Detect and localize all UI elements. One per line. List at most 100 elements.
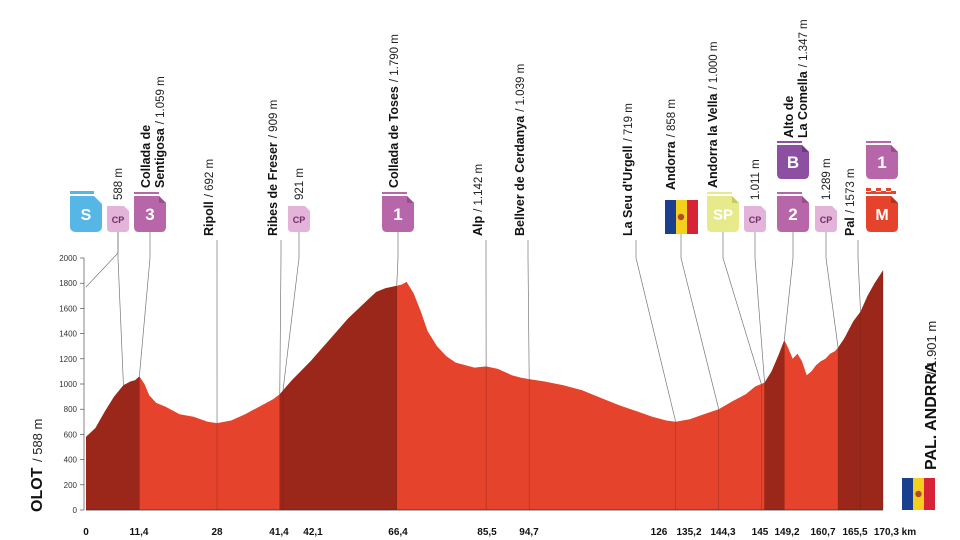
badge-label: 1 (877, 153, 886, 172)
finish-altitude: / 1.901 m (924, 321, 939, 375)
leader-line (396, 232, 399, 286)
climb-category-badge: 1 (382, 192, 414, 232)
sprint-badge: SP (707, 192, 739, 232)
y-tick-label: 1600 (59, 304, 77, 313)
y-tick-label: 1200 (59, 355, 77, 364)
location-label: Pal/ 1573 m (843, 168, 857, 236)
km-label: 41,4 (269, 527, 289, 538)
location-label: Andorra la Vella/ 1.000 m (706, 42, 720, 188)
andorra-flag-finish-icon (902, 478, 935, 510)
badge-label: 1 (393, 205, 402, 224)
km-label: 144,3 (710, 527, 735, 538)
location-label: Alp/ 1.142 m (471, 164, 485, 236)
leader-line (754, 232, 765, 383)
profile-area (86, 270, 884, 511)
badge-label: CP (293, 215, 306, 225)
leader-line (527, 240, 530, 380)
location-label: Bellver de Cerdanya/ 1.039 m (513, 64, 527, 236)
start-finish-labels: OLOT / 588 m PAL. ANDRRA / 1.901 m (29, 321, 940, 512)
climb-segment (86, 376, 140, 510)
km-label: 126 (651, 527, 668, 538)
checkpoint-altitude: 1.011 m (750, 159, 762, 200)
km-label: 42,1 (303, 527, 323, 538)
leader-line (722, 232, 762, 385)
leader-line (825, 232, 839, 348)
km-axis: 0 11,4 28 41,4 42,1 66,4 85,5 94,7 126 135,2 144,3… (83, 527, 916, 538)
y-tick-label: 2000 (59, 254, 77, 263)
location-label: La Seu d'Urgell/ 719 m (621, 103, 635, 236)
km-label: 149,2 (774, 527, 799, 538)
leader-line (117, 232, 124, 386)
coat-of-arms-icon (677, 213, 685, 221)
km-label: 160,7 (810, 527, 835, 538)
climb-category-badge: 3 (134, 192, 166, 232)
badge-label: CP (112, 215, 125, 225)
location-label: Collada de Toses/ 1.790 m (387, 34, 401, 188)
location-label: Alto de (782, 96, 796, 138)
checkpoint-badge: CP (107, 206, 129, 232)
start-name: OLOT (29, 467, 46, 512)
bonus-badge: B (777, 141, 809, 179)
leader-lines (85, 232, 861, 424)
y-tick-label: 0 (73, 506, 78, 515)
y-tick-label: 800 (64, 405, 78, 414)
km-label: 165,5 (842, 527, 867, 538)
leader-line (857, 240, 861, 312)
location-labels: 588 m Collada de Sentigosa/ 1.059 m Ripoll/… (113, 19, 857, 236)
y-tick-label: 1800 (59, 279, 77, 288)
location-label: Collada de (139, 125, 153, 188)
climb-category-badge: 2 (777, 192, 809, 232)
checkpoint-altitude: 921 m (294, 168, 306, 200)
checkpoint-altitude: 1.289 m (821, 158, 833, 200)
badge-label: B (787, 153, 799, 172)
badge-label: 3 (145, 205, 154, 224)
location-label-line2: La Comella/ 1.347 m (796, 19, 810, 138)
finish-badge: M (866, 188, 898, 232)
leader-line (85, 232, 119, 288)
location-label: Ripoll/ 692 m (202, 159, 216, 236)
y-tick-label: 1400 (59, 330, 77, 339)
leader-line (282, 232, 300, 391)
location-label: Andorra/ 858 m (664, 99, 678, 190)
y-tick-label: 200 (64, 481, 78, 490)
checkpoint-altitude: 588 m (113, 168, 125, 200)
badge-label: CP (820, 215, 833, 225)
checkpoint-badge: CP (288, 206, 310, 232)
leader-line (680, 234, 720, 410)
badge-label: 2 (788, 205, 797, 224)
km-label: 85,5 (477, 527, 497, 538)
location-label-line2: Sentigosa/ 1.059 m (153, 76, 167, 188)
start-altitude: / 588 m (30, 419, 45, 462)
climb-category-badge: 1 (866, 141, 898, 179)
leader-line (783, 232, 794, 341)
andorra-flag-badge (665, 200, 698, 234)
climb-segment (279, 285, 397, 510)
point-badges: S CP 3 CP 1 SP CP 2 B CP M 1 (70, 141, 935, 510)
location-label: Ribes de Freser/ 909 m (266, 100, 280, 236)
profile-fill (86, 270, 883, 510)
checkpoint-badge: CP (744, 206, 766, 232)
y-tick-label: 400 (64, 456, 78, 465)
km-label: 66,4 (388, 527, 408, 538)
km-label: 0 (83, 527, 89, 538)
km-label: 28 (211, 527, 223, 538)
leader-line (635, 240, 677, 422)
leader-line (279, 240, 282, 395)
leader-line (139, 232, 151, 377)
finish-name: PAL. ANDRRA (923, 361, 940, 470)
badge-label: M (875, 207, 888, 224)
badge-label: S (81, 207, 92, 224)
km-label: 94,7 (519, 527, 539, 538)
y-tick-label: 1000 (59, 380, 77, 389)
climb-segment (764, 340, 785, 510)
badge-label: CP (749, 215, 762, 225)
km-label: 11,4 (130, 527, 149, 538)
checkpoint-badge: CP (815, 206, 837, 232)
badge-label: SP (713, 206, 733, 223)
y-axis: 0 200 400 600 800 1000 1200 1400 1600 1800 2000 (59, 254, 85, 515)
km-label: 170,3 km (874, 527, 916, 538)
start-badge: S (70, 191, 102, 232)
y-tick-label: 600 (64, 430, 78, 439)
km-label: 145 (752, 527, 769, 538)
